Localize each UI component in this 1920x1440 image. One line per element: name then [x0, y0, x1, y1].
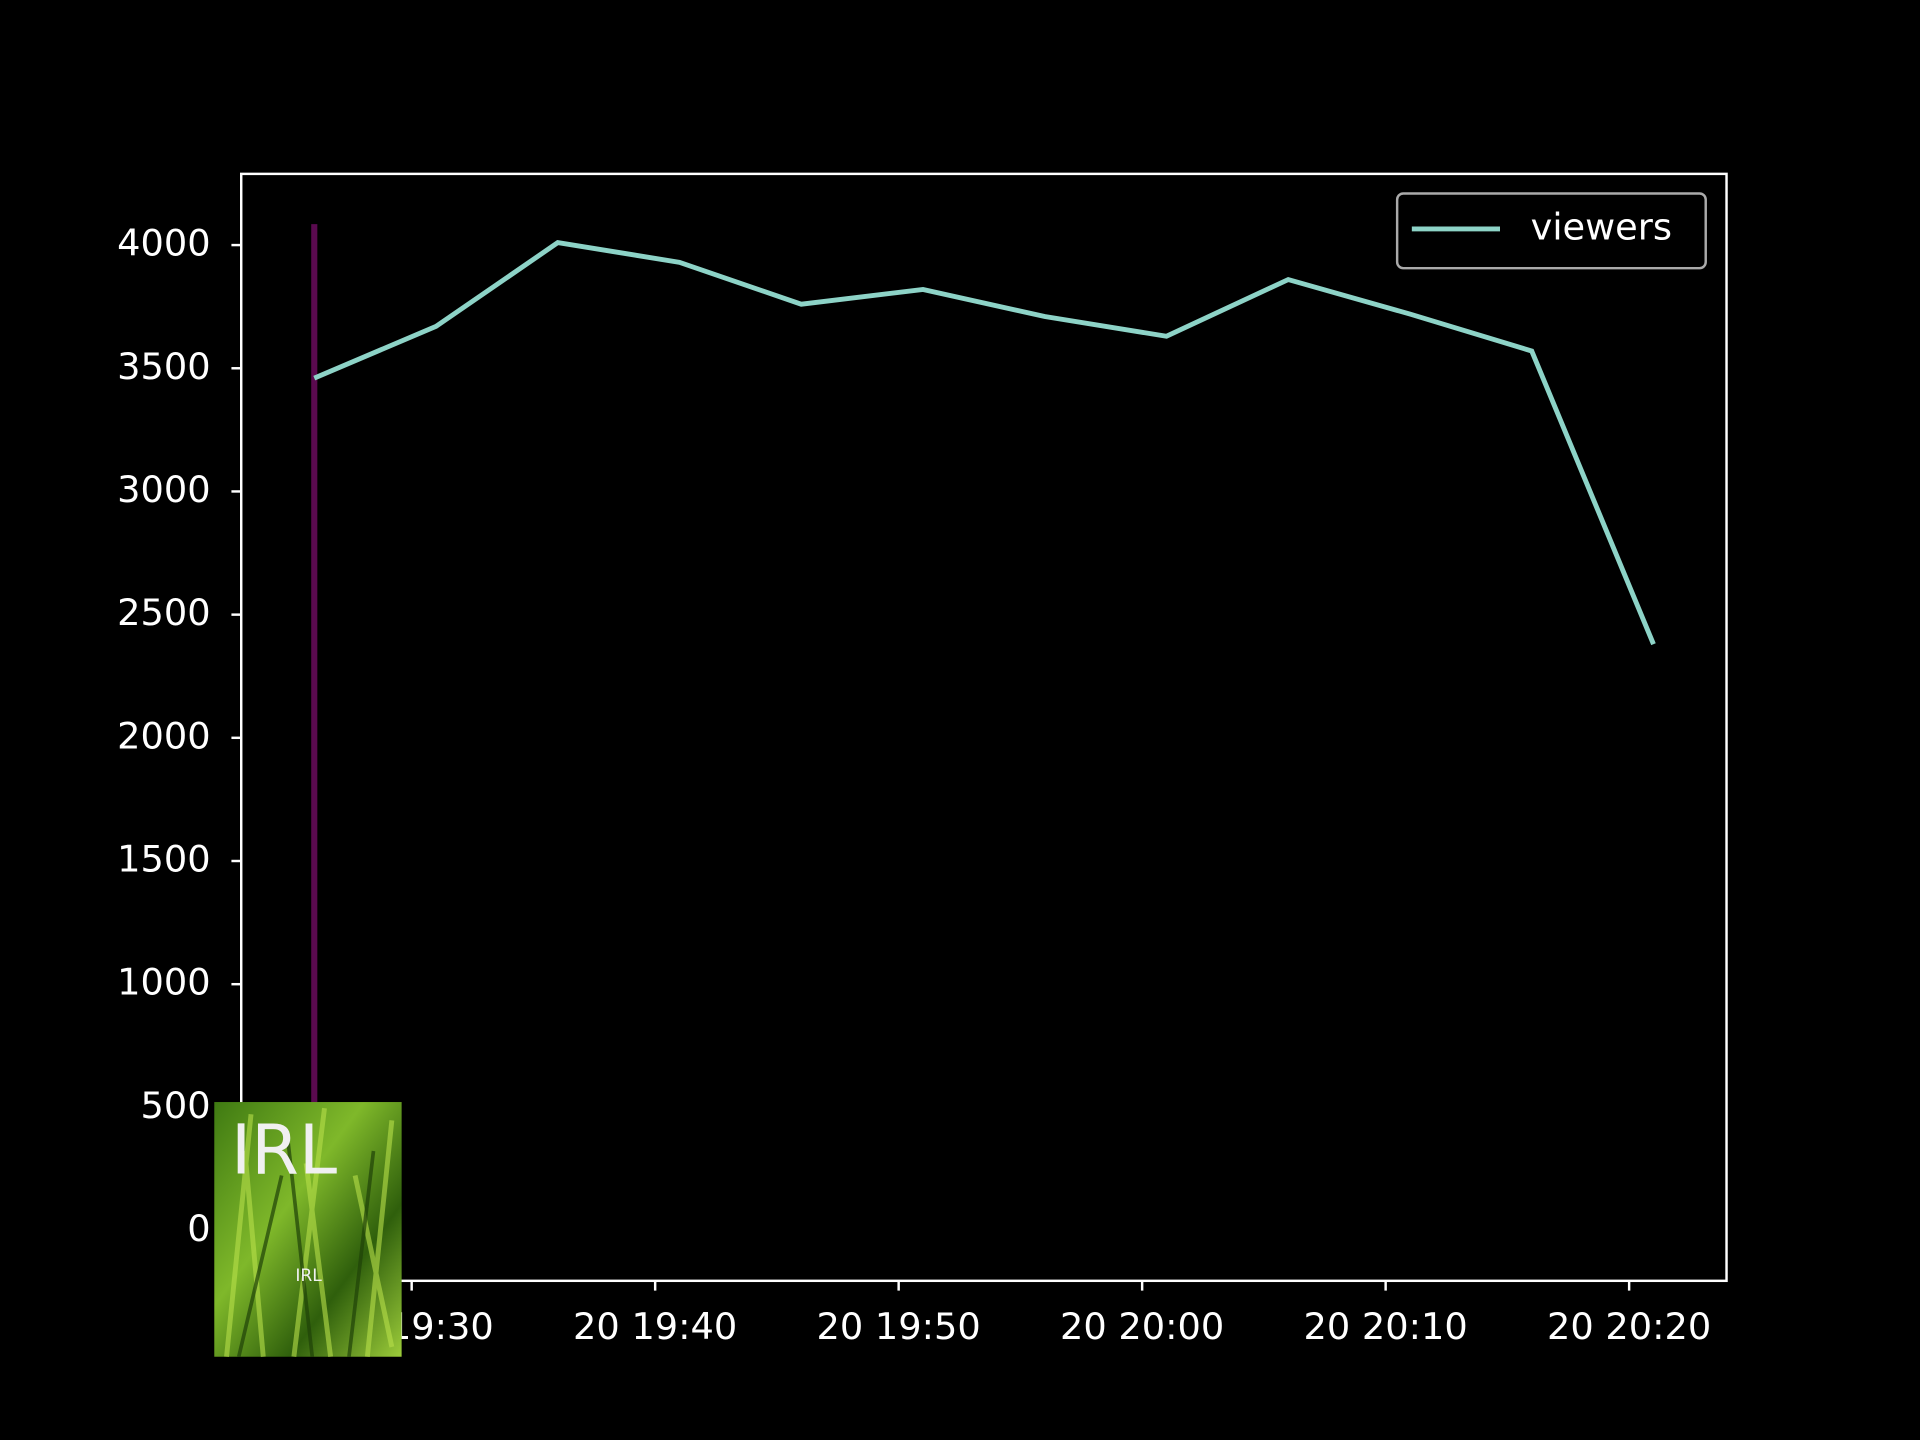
x-tick-label: 20 20:00 — [1060, 1305, 1224, 1348]
grass-shadow — [236, 1138, 376, 1358]
legend-box — [1395, 192, 1707, 270]
thumbnail-title: IRL — [231, 1111, 337, 1191]
x-tick-label: 20 20:10 — [1304, 1305, 1468, 1348]
y-tick-label: 3500 — [117, 345, 210, 388]
grass-texture — [224, 1107, 395, 1358]
y-tick-label: 4000 — [117, 222, 210, 265]
y-tick-label: 2000 — [117, 714, 210, 757]
y-tick-label: 500 — [141, 1084, 211, 1127]
x-tick-label: 20 19:40 — [573, 1305, 737, 1348]
thumbnail-caption: IRL — [295, 1266, 322, 1286]
legend-label: viewers — [1531, 205, 1672, 248]
axes-frame — [240, 172, 1728, 1283]
legend: viewers — [1395, 192, 1707, 270]
category-thumbnail: IRL IRL — [214, 1102, 402, 1358]
y-tick-label: 3000 — [117, 468, 210, 511]
x-tick-label: 20 19:50 — [817, 1305, 981, 1348]
y-tick-label: 1500 — [117, 838, 210, 881]
y-tick-label: 0 — [187, 1207, 210, 1250]
series-line — [313, 240, 1656, 646]
x-tick-label: 20 20:20 — [1547, 1305, 1711, 1348]
y-tick-label: 2500 — [117, 591, 210, 634]
y-tick-label: 1000 — [117, 961, 210, 1004]
